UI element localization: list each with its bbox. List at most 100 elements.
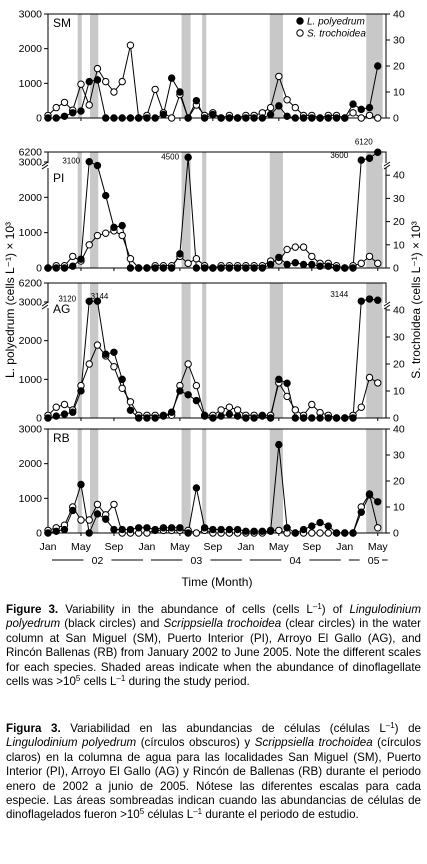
l-polyedrum-point — [192, 484, 201, 492]
l-polyedrum-point — [200, 412, 209, 420]
s-trochoidea-point — [85, 360, 93, 368]
l-polyedrum-point — [184, 391, 192, 399]
l-polyedrum-point — [102, 350, 110, 358]
s-trochoidea-point — [374, 524, 382, 532]
l-polyedrum-point — [308, 114, 316, 122]
l-polyedrum-point — [126, 406, 135, 414]
shaded-area — [90, 283, 99, 418]
l-polyedrum-point — [209, 525, 217, 534]
l-polyedrum-point — [143, 414, 151, 422]
right-tick-label: 10 — [393, 502, 405, 514]
l-polyedrum-point — [118, 375, 126, 384]
l-polyedrum-point — [291, 259, 300, 267]
right-tick-label: 40 — [393, 170, 405, 182]
month-label: Sep — [204, 541, 223, 553]
month-label: Jan — [40, 541, 57, 553]
s-trochoidea-point — [192, 529, 201, 537]
l-polyedrum-point — [151, 264, 159, 272]
l-polyedrum-point — [242, 264, 250, 272]
month-label: Jan — [138, 541, 155, 553]
right-tick-label: 10 — [393, 386, 405, 398]
l-polyedrum-point — [332, 414, 341, 422]
month-label: Jan — [237, 541, 254, 553]
l-polyedrum-point — [184, 114, 192, 122]
right-tick-label: 20 — [393, 476, 405, 488]
l-polyedrum-point — [126, 525, 135, 534]
l-polyedrum-point — [316, 114, 324, 122]
s-trochoidea-point — [349, 109, 357, 117]
shaded-area — [90, 152, 99, 268]
l-polyedrum-point — [233, 114, 242, 122]
l-polyedrum-point — [324, 522, 332, 530]
left-tick-label: 3000 — [19, 424, 43, 436]
s-trochoidea-point — [93, 500, 102, 509]
l-polyedrum-point — [44, 414, 52, 422]
month-label: May — [71, 541, 92, 553]
caption-english-text: Variability in the abundance of cells (c… — [6, 603, 421, 689]
shaded-area — [181, 14, 191, 118]
l-polyedrum-point — [85, 157, 93, 166]
l-polyedrum-point — [167, 264, 176, 272]
axis-break-gap — [382, 303, 390, 308]
en-part: Lingulodinium polyedrum — [6, 603, 421, 631]
l-polyedrum-point — [151, 114, 159, 122]
l-polyedrum-point — [283, 112, 291, 120]
s-trochoidea-point — [151, 85, 159, 94]
l-polyedrum-point — [134, 524, 143, 532]
l-polyedrum-point — [77, 387, 85, 395]
l-polyedrum-point — [52, 527, 60, 535]
l-polyedrum-point — [60, 112, 69, 120]
s-trochoidea-point — [184, 360, 192, 368]
value-annotation: 6120 — [355, 137, 373, 146]
panel-rb: 0 1000 2000 3000 0 10 20 30 40 RB — [19, 424, 405, 540]
l-polyedrum-point — [266, 110, 275, 119]
y-axis-right-title: S. trochoidea (cells L⁻¹) × 10³ — [409, 221, 423, 378]
legend-label-s-trochoidea: S. trochoidea — [307, 29, 366, 40]
shaded-area — [202, 283, 207, 418]
month-label: May — [170, 541, 191, 553]
l-polyedrum-point — [93, 297, 102, 305]
l-polyedrum-point — [316, 262, 324, 270]
l-polyedrum-point — [209, 264, 217, 272]
left-tick-label: 3000 — [19, 157, 43, 169]
s-trochoidea-point — [110, 363, 118, 371]
left-tick-label: 2000 — [19, 335, 43, 347]
l-polyedrum-point — [357, 156, 365, 164]
l-polyedrum-point — [102, 515, 110, 523]
l-polyedrum-point — [365, 154, 374, 162]
caption-spanish: Figura 3. Variabilidad en las abundancia… — [6, 722, 421, 823]
l-polyedrum-point — [365, 103, 374, 112]
l-polyedrum-point — [60, 264, 69, 272]
l-polyedrum-point — [69, 262, 77, 270]
site-label: SM — [53, 16, 71, 30]
s-trochoidea-point — [93, 64, 102, 73]
en-part: –1 — [116, 674, 126, 684]
s-trochoidea-point — [308, 529, 316, 537]
l-polyedrum-point — [134, 264, 143, 272]
shaded-area — [269, 283, 283, 418]
l-polyedrum-point — [374, 62, 382, 70]
l-polyedrum-point — [374, 148, 382, 156]
site-label: PI — [53, 171, 64, 185]
l-polyedrum-point — [110, 114, 118, 122]
s-trochoidea-point — [60, 400, 69, 409]
l-polyedrum-point — [349, 264, 357, 272]
legend-marker-s-trochoidea — [296, 29, 304, 37]
site-label: AG — [53, 302, 70, 316]
l-polyedrum-point — [151, 414, 159, 422]
l-polyedrum-point — [242, 527, 250, 535]
axis-break-mark — [383, 161, 391, 170]
es-part: (círculos obscuros) y — [136, 736, 255, 750]
l-polyedrum-point — [118, 221, 126, 230]
en-part: during the study period. — [125, 675, 250, 689]
l-polyedrum-point — [167, 524, 176, 532]
s-trochoidea-point — [118, 77, 126, 86]
l-polyedrum-point — [365, 295, 374, 303]
s-trochoidea-point — [316, 529, 324, 537]
l-polyedrum-point — [225, 410, 234, 418]
l-polyedrum-point — [52, 412, 60, 420]
l-polyedrum-point — [143, 114, 151, 122]
l-polyedrum-point — [200, 264, 209, 272]
l-polyedrum-point — [308, 414, 316, 422]
